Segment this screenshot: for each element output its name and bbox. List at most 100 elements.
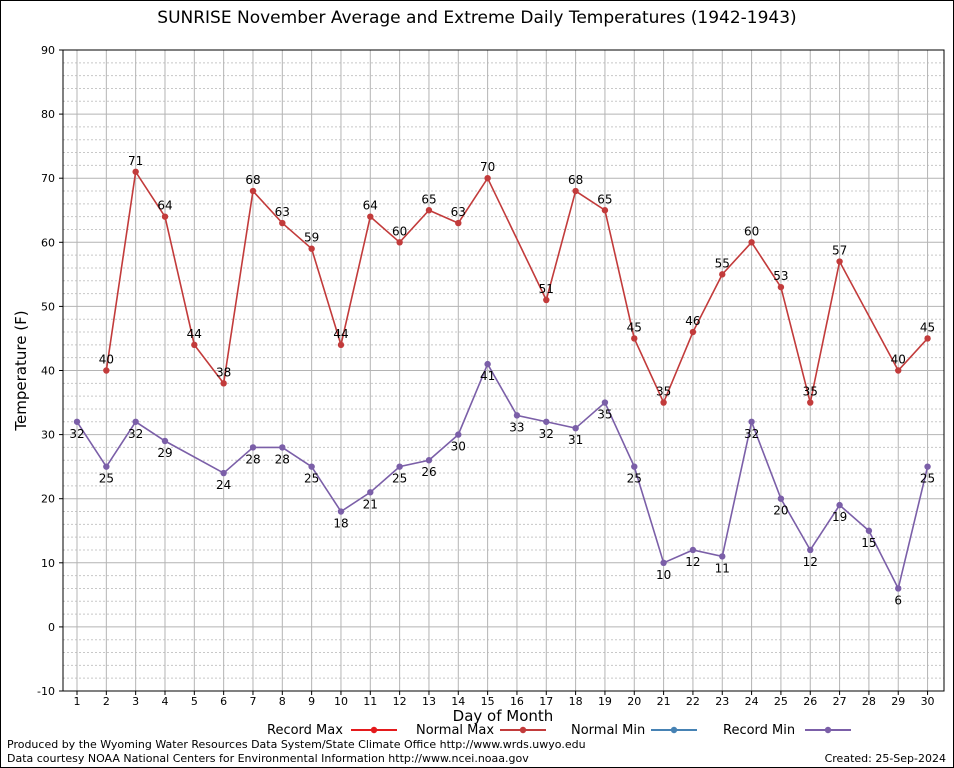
x-tick-label: 10 xyxy=(334,695,348,708)
record-min-point xyxy=(367,489,374,496)
record-min-point xyxy=(132,418,139,425)
normal-max-data-label: 64 xyxy=(363,199,378,213)
x-tick-label: 9 xyxy=(308,695,315,708)
x-tick-label: 20 xyxy=(627,695,641,708)
normal-max-data-label: 45 xyxy=(920,320,935,334)
record-min-data-label: 25 xyxy=(627,472,642,486)
normal-max-data-label: 65 xyxy=(597,192,612,206)
x-tick-label: 11 xyxy=(363,695,377,708)
normal-max-point xyxy=(924,335,931,342)
record-min-point xyxy=(895,585,902,592)
y-tick-label: 60 xyxy=(41,236,55,249)
legend-label-normal-min: Normal Min xyxy=(571,723,645,738)
record-min-point xyxy=(279,444,286,451)
normal-max-point xyxy=(484,175,491,182)
record-min-point xyxy=(924,463,931,470)
normal-max-data-label: 53 xyxy=(773,269,788,283)
record-min-point xyxy=(513,412,521,419)
chart-title: SUNRISE November Average and Extreme Dai… xyxy=(157,8,797,28)
normal-max-data-label: 60 xyxy=(744,224,759,238)
normal-max-data-label: 44 xyxy=(187,327,202,341)
record-min-data-label: 10 xyxy=(656,568,671,582)
record-min-data-label: 32 xyxy=(69,427,84,441)
record-min-data-label: 25 xyxy=(304,472,319,486)
normal-max-data-label: 63 xyxy=(275,205,290,219)
record-min-point xyxy=(337,508,345,515)
record-min-data-label: 25 xyxy=(392,472,407,486)
legend-swatch-marker-record-min xyxy=(824,726,832,734)
record-min-data-label: 32 xyxy=(128,427,143,441)
record-min-point xyxy=(719,553,726,560)
record-min-data-label: 6 xyxy=(894,593,902,607)
record-min-data-label: 12 xyxy=(685,555,700,569)
record-min-data-label: 28 xyxy=(275,452,290,466)
x-tick-label: 8 xyxy=(279,695,286,708)
x-tick-label: 25 xyxy=(774,695,788,708)
x-tick-label: 27 xyxy=(833,695,847,708)
normal-max-point xyxy=(572,187,579,195)
created-date: Created: 25-Sep-2024 xyxy=(824,752,946,765)
x-tick-label: 23 xyxy=(715,695,729,708)
y-axis-label: Temperature (F) xyxy=(12,310,30,431)
record-min-data-label: 25 xyxy=(920,472,935,486)
record-min-point xyxy=(572,424,579,432)
normal-max-point xyxy=(249,187,257,195)
record-min-data-label: 25 xyxy=(99,472,114,486)
x-tick-label: 13 xyxy=(422,695,436,708)
legend-swatch-marker-record-max xyxy=(370,726,378,734)
normal-max-point xyxy=(748,239,755,246)
normal-max-point xyxy=(543,296,550,304)
x-tick-label: 18 xyxy=(569,695,583,708)
x-tick-label: 16 xyxy=(510,695,524,708)
record-min-point xyxy=(660,559,667,566)
x-tick-label: 6 xyxy=(220,695,227,708)
record-min-data-label: 28 xyxy=(245,452,260,466)
normal-max-point xyxy=(103,367,110,374)
y-tick-label: 40 xyxy=(41,365,55,378)
y-tick-label: 70 xyxy=(41,172,55,185)
normal-max-data-label: 65 xyxy=(421,192,436,206)
x-tick-label: 15 xyxy=(481,695,495,708)
normal-max-point xyxy=(807,399,814,406)
x-tick-label: 29 xyxy=(891,695,905,708)
normal-max-point xyxy=(396,239,403,246)
record-min-point xyxy=(425,457,433,464)
record-min-point xyxy=(631,463,638,470)
x-tick-label: 14 xyxy=(451,695,465,708)
record-min-point xyxy=(220,469,227,477)
normal-max-point xyxy=(161,213,169,220)
record-min-data-label: 15 xyxy=(861,536,876,550)
record-min-point xyxy=(543,418,550,425)
record-min-point xyxy=(455,431,462,438)
normal-max-data-label: 59 xyxy=(304,231,319,245)
normal-max-point xyxy=(631,335,638,342)
normal-max-point xyxy=(719,271,726,278)
y-tick-label: 20 xyxy=(41,493,55,506)
footer-data-courtesy: Data courtesy NOAA National Centers for … xyxy=(7,752,529,765)
record-min-data-label: 29 xyxy=(157,446,172,460)
record-min-point xyxy=(689,546,697,554)
record-min-data-label: 30 xyxy=(451,440,466,454)
record-min-data-label: 41 xyxy=(480,369,495,383)
x-tick-label: 21 xyxy=(657,695,671,708)
record-min-point xyxy=(73,418,81,425)
normal-max-data-label: 55 xyxy=(715,256,730,270)
normal-max-point xyxy=(191,341,198,349)
x-tick-label: 2 xyxy=(103,695,110,708)
normal-max-data-label: 68 xyxy=(568,173,583,187)
legend-label-record-min: Record Min xyxy=(723,723,795,738)
normal-max-data-label: 46 xyxy=(685,314,700,328)
record-min-data-label: 21 xyxy=(363,497,378,511)
normal-max-data-label: 57 xyxy=(832,244,847,258)
record-min-data-label: 11 xyxy=(715,561,730,575)
legend-swatch-marker-normal-min xyxy=(670,726,678,734)
record-min-data-label: 35 xyxy=(597,408,612,422)
normal-max-data-label: 70 xyxy=(480,160,495,174)
normal-max-point xyxy=(455,219,462,227)
normal-max-point xyxy=(836,258,843,265)
legend-label-normal-max: Normal Max xyxy=(416,723,494,738)
record-min-data-label: 20 xyxy=(773,504,788,518)
normal-max-data-label: 44 xyxy=(333,327,348,341)
normal-max-data-label: 35 xyxy=(803,385,818,399)
normal-max-data-label: 45 xyxy=(627,320,642,334)
